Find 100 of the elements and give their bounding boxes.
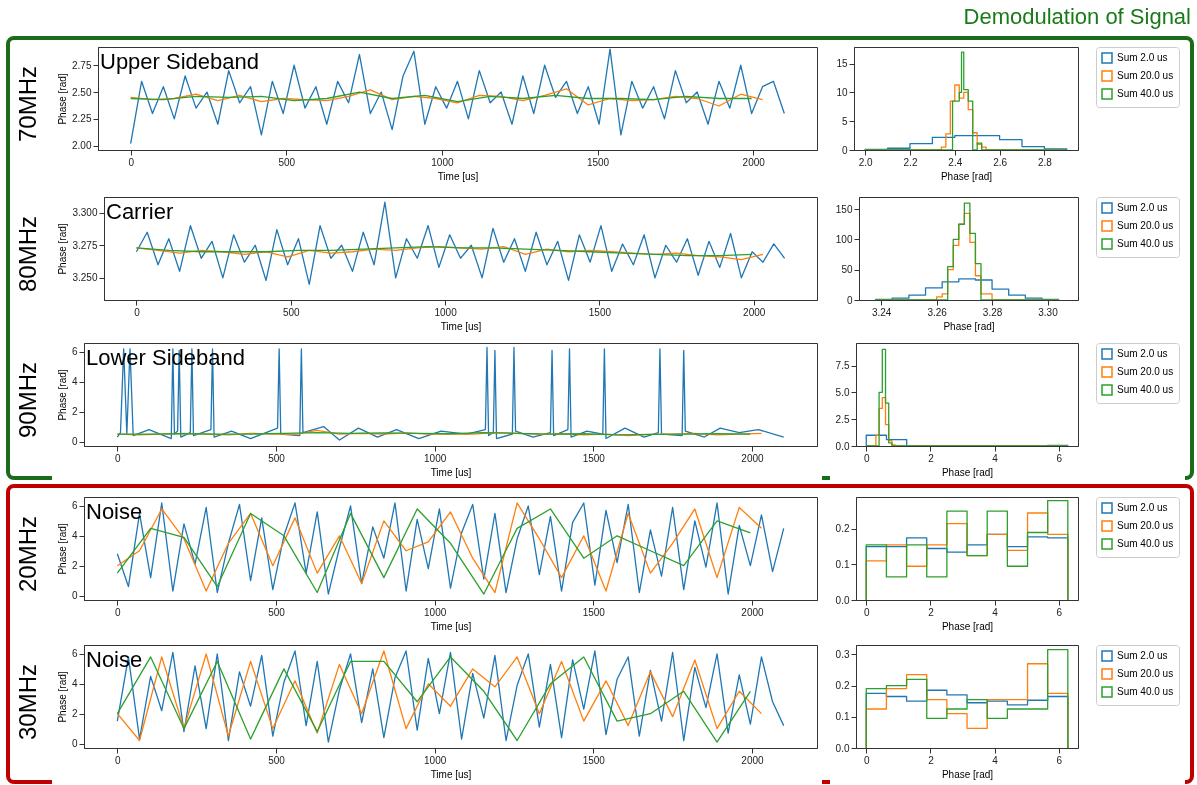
x-axis-title: Phase [rad]: [941, 768, 994, 780]
x-tick-label: 0: [115, 754, 122, 766]
chart-title: Noise: [86, 499, 143, 524]
y-tick-label: 2: [71, 406, 78, 418]
x-tick-label: 2000: [741, 606, 765, 618]
legend-label: Sum 2.0 us: [1117, 650, 1168, 661]
y-tick-label: 4: [71, 678, 78, 690]
x-tick-label: 500: [278, 156, 296, 168]
x-tick-label: 2000: [741, 452, 765, 464]
x-tick-label: 6: [1056, 754, 1063, 766]
x-tick-label: 0: [115, 606, 122, 618]
y-tick-label: 150: [835, 203, 853, 215]
x-tick-label: 4: [992, 606, 999, 618]
x-axis-title: Time [us]: [430, 466, 472, 478]
y-tick-label: 2: [71, 708, 78, 720]
legend-label: Sum 20.0 us: [1117, 668, 1174, 679]
x-tick-label: 500: [268, 452, 286, 464]
x-axis-title: Time [us]: [440, 320, 482, 332]
y-tick-label: 0.2: [835, 523, 850, 535]
x-tick-label: 0: [134, 306, 141, 318]
y-tick-label: 2: [71, 560, 78, 572]
x-tick-label: 1000: [424, 606, 447, 618]
legend-label: Sum 2.0 us: [1117, 348, 1168, 359]
x-tick-label: 1000: [431, 156, 454, 168]
x-tick-label: 6: [1056, 452, 1063, 464]
legend-label: Sum 2.0 us: [1117, 502, 1168, 513]
x-tick-label: 3.30: [1038, 306, 1059, 318]
chart-title: Upper Sideband: [100, 49, 260, 74]
x-axis-title: Phase [rad]: [941, 466, 994, 478]
chart-title: Carrier: [106, 199, 174, 224]
y-tick-label: 0: [71, 590, 78, 602]
y-tick-label: 2.75: [72, 59, 92, 71]
y-tick-label: 3.275: [72, 239, 98, 251]
x-tick-label: 2: [928, 452, 935, 464]
x-axis-title: Time [us]: [437, 170, 479, 182]
y-tick-label: 0.1: [835, 558, 850, 570]
x-tick-label: 3.24: [871, 306, 892, 318]
x-tick-label: 1000: [424, 452, 447, 464]
y-tick-label: 0: [846, 294, 853, 306]
y-tick-label: 5: [841, 115, 848, 127]
y-axis-title: Phase [rad]: [56, 523, 68, 575]
x-tick-label: 2.6: [993, 156, 1008, 168]
x-tick-label: 4: [992, 754, 999, 766]
y-tick-label: 0.1: [835, 711, 850, 723]
x-tick-label: 4: [992, 452, 999, 464]
x-tick-label: 1500: [582, 606, 606, 618]
x-tick-label: 2.4: [948, 156, 963, 168]
x-tick-label: 2.8: [1037, 156, 1053, 168]
x-tick-label: 500: [268, 754, 286, 766]
y-tick-label: 0.0: [835, 440, 850, 452]
text: 90MHz: [13, 361, 42, 440]
y-axis-title: Phase [rad]: [57, 223, 69, 275]
x-axis-title: Phase [rad]: [943, 320, 995, 332]
y-tick-label: 3.250: [72, 272, 98, 284]
y-tick-label: 50: [841, 264, 853, 276]
x-tick-label: 1500: [582, 452, 606, 464]
legend-label: Sum 40.0 us: [1117, 538, 1174, 549]
y-tick-label: 0: [71, 738, 78, 750]
x-tick-label: 2.2: [903, 156, 918, 168]
legend-label: Sum 40.0 us: [1117, 384, 1174, 395]
x-tick-label: 500: [268, 606, 286, 618]
x-tick-label: 0: [863, 754, 870, 766]
text: Demodulation of Signal: [963, 4, 1191, 30]
x-tick-label: 2000: [742, 156, 766, 168]
legend-label: Sum 20.0 us: [1117, 70, 1174, 81]
y-tick-label: 2.50: [72, 86, 92, 98]
y-tick-label: 7.5: [835, 360, 850, 372]
x-tick-label: 3.28: [982, 306, 1003, 318]
y-tick-label: 0: [841, 144, 848, 156]
y-tick-label: 0.0: [835, 742, 850, 754]
x-tick-label: 0: [863, 606, 870, 618]
x-tick-label: 2.0: [858, 156, 874, 168]
x-axis-title: Phase [rad]: [941, 620, 994, 632]
legend-label: Sum 40.0 us: [1117, 686, 1174, 697]
legend-label: Sum 40.0 us: [1117, 238, 1174, 249]
x-tick-label: 0: [863, 452, 870, 464]
y-tick-label: 6: [71, 648, 78, 660]
y-tick-label: 6: [71, 500, 78, 512]
x-tick-label: 1500: [582, 754, 606, 766]
x-tick-label: 2: [928, 606, 935, 618]
x-tick-label: 1500: [586, 156, 610, 168]
x-tick-label: 6: [1056, 606, 1063, 618]
y-axis-title: Phase [rad]: [56, 369, 68, 421]
y-tick-label: 0.0: [835, 594, 850, 606]
x-tick-label: 1000: [434, 306, 458, 318]
y-axis-title: Phase [rad]: [56, 671, 68, 723]
y-tick-label: 4: [71, 376, 78, 388]
x-axis-title: Phase [rad]: [940, 170, 993, 182]
legend-label: Sum 20.0 us: [1117, 366, 1174, 377]
x-tick-label: 2: [928, 754, 935, 766]
legend-label: Sum 2.0 us: [1117, 202, 1168, 213]
y-tick-label: 5.0: [835, 386, 850, 398]
x-tick-label: 1000: [424, 754, 447, 766]
x-axis-title: Time [us]: [430, 620, 472, 632]
text: 20MHz: [13, 515, 42, 594]
y-tick-label: 0: [71, 436, 78, 448]
y-tick-label: 10: [836, 86, 848, 98]
legend-label: Sum 20.0 us: [1117, 220, 1174, 231]
legend-label: Sum 2.0 us: [1117, 52, 1168, 63]
y-tick-label: 15: [836, 58, 848, 70]
